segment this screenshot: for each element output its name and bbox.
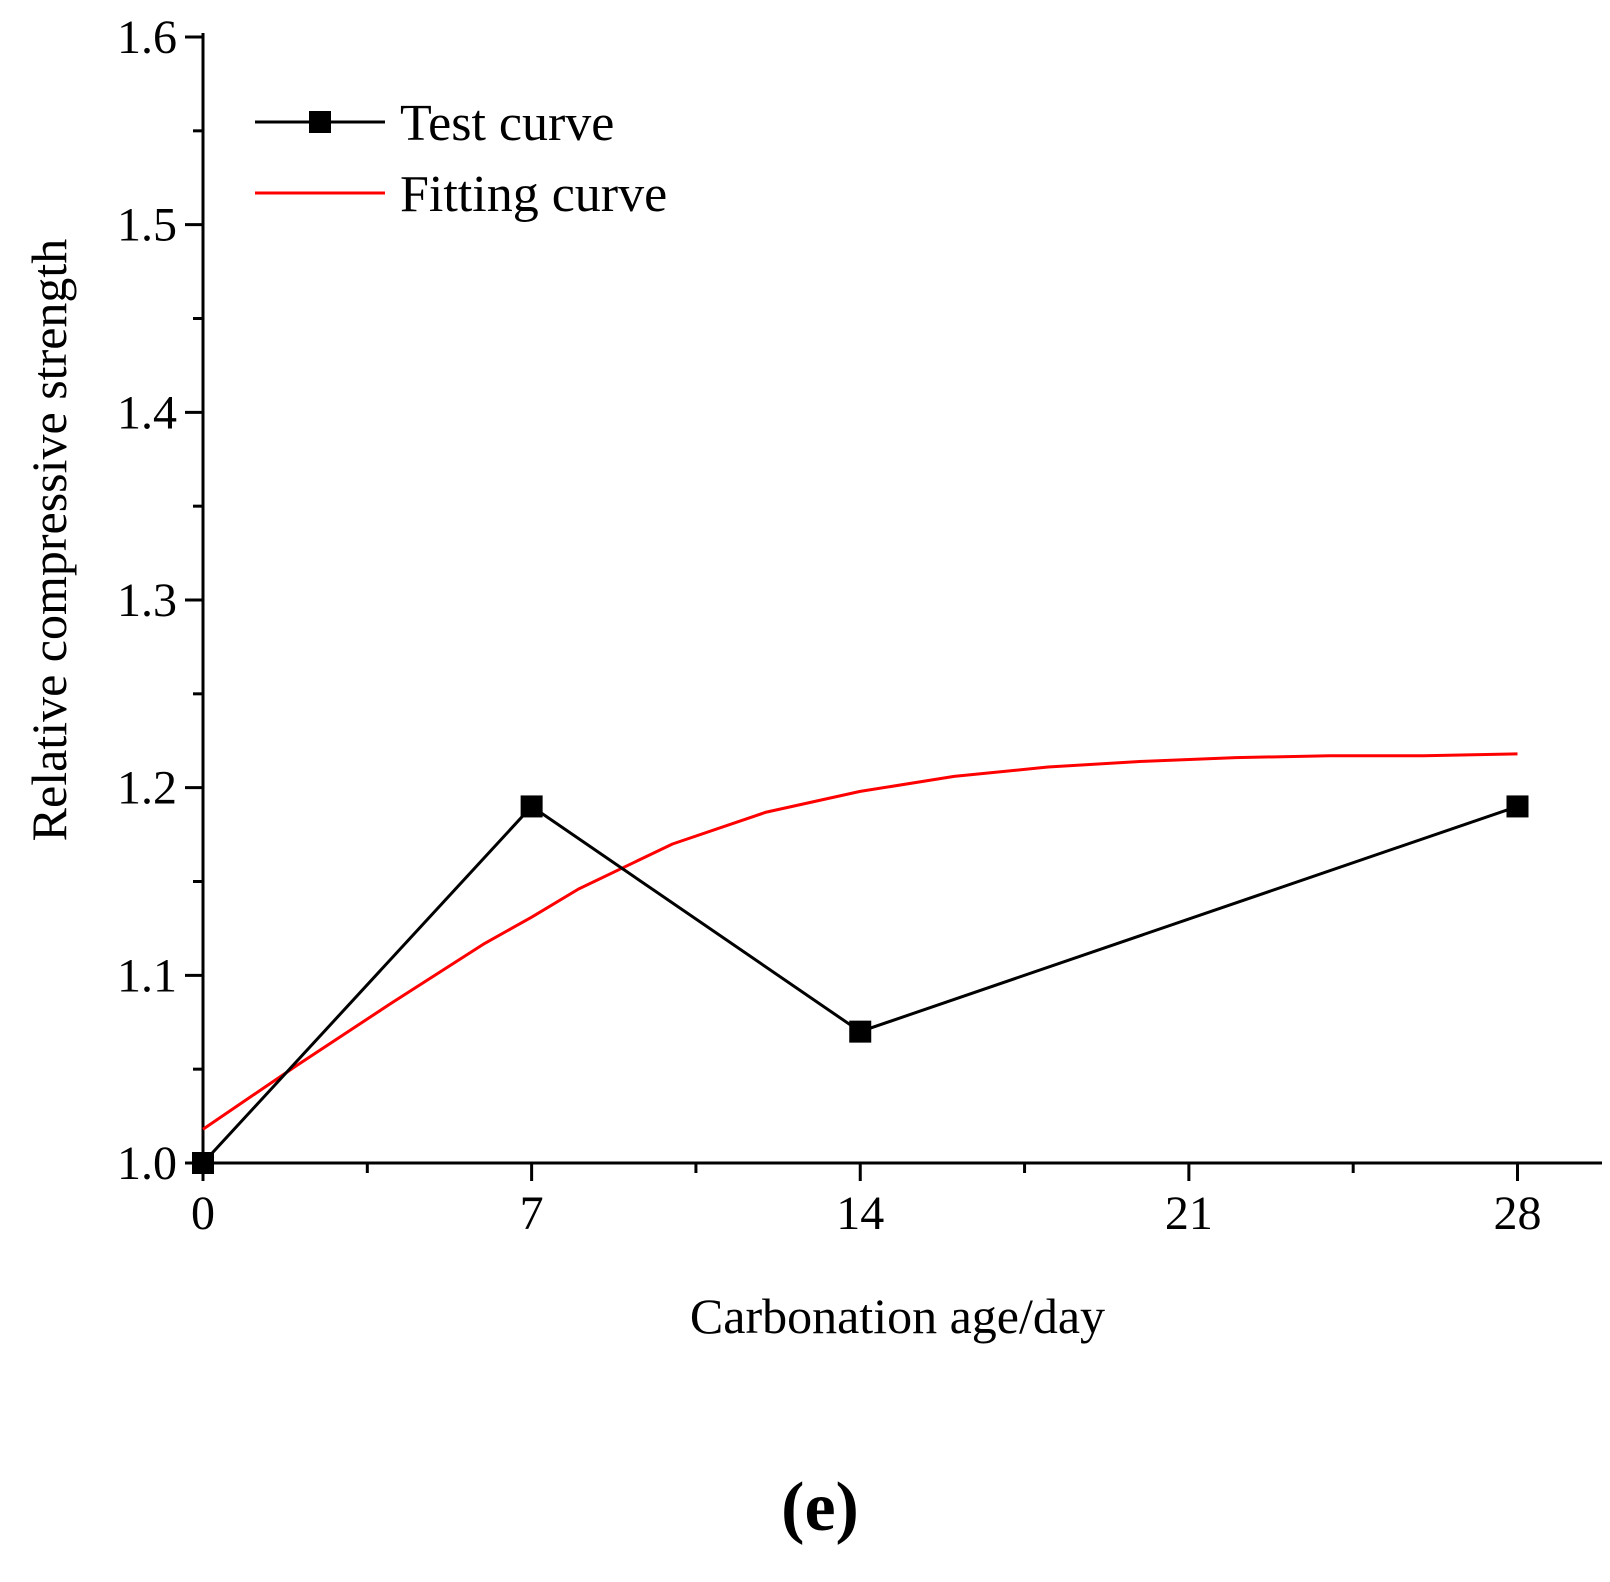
legend-test-swatch-marker	[309, 111, 331, 133]
x-tick-label: 0	[191, 1187, 215, 1240]
x-tick-label: 14	[836, 1187, 884, 1240]
y-tick-label: 1.5	[117, 199, 177, 252]
y-axis-title: Relative compressive strength	[21, 239, 77, 842]
test-curve-marker	[192, 1152, 214, 1174]
y-tick-label: 1.3	[117, 574, 177, 627]
test-curve-marker	[849, 1020, 872, 1043]
test-curve-line	[201, 804, 1518, 1165]
x-tick-label: 21	[1165, 1187, 1213, 1240]
x-tick-label: 7	[520, 1187, 544, 1240]
y-tick-label: 1.2	[117, 762, 177, 815]
y-tick-label: 1.1	[117, 949, 177, 1002]
test-curve-marker	[520, 795, 543, 818]
test-curve-marker	[1506, 795, 1529, 818]
y-tick-label: 1.0	[117, 1137, 177, 1190]
fitting-curve-line	[202, 752, 1518, 1131]
axes: 1.0 1.1 1.2 1.3 1.4 1.5 1.6 0 7 14 21 28	[117, 11, 1602, 1240]
test-curve-series	[192, 795, 1529, 1174]
legend: Test curve Fitting curve	[255, 95, 667, 223]
y-tick-label: 1.4	[117, 386, 177, 439]
y-tick-label: 1.6	[117, 11, 177, 64]
legend-fit-label: Fitting curve	[400, 166, 667, 223]
fitting-curve-series	[202, 752, 1518, 1131]
x-axis-title: Carbonation age/day	[690, 1288, 1105, 1344]
x-tick-label: 28	[1493, 1187, 1541, 1240]
legend-test-label: Test curve	[400, 95, 614, 152]
panel-label: (e)	[781, 1469, 859, 1546]
